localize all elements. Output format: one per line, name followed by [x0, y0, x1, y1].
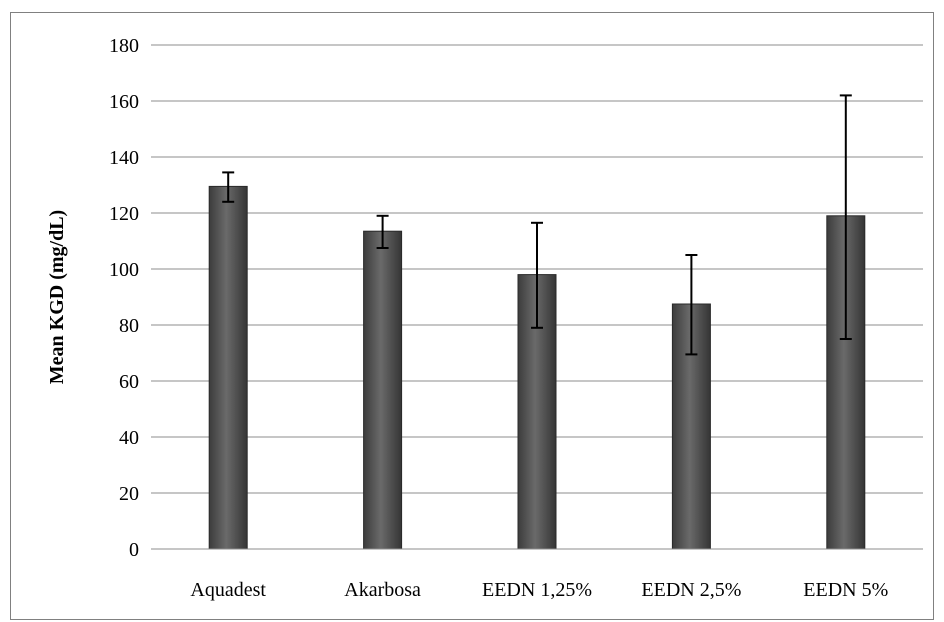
x-tick-label: EEDN 5% — [803, 579, 888, 601]
y-tick-label: 100 — [109, 259, 139, 281]
y-tick-label: 20 — [119, 483, 139, 505]
x-tick-label: Akarbosa — [344, 579, 421, 601]
y-tick-label: 60 — [119, 371, 139, 393]
chart-frame: 0 20 40 60 80 100 120 140 160 180 Aquadest Akarbos… — [10, 12, 934, 620]
bar-2 — [363, 230, 403, 550]
y-tick-label: 0 — [129, 539, 139, 561]
x-tick-label: EEDN 2,5% — [641, 579, 741, 601]
y-axis-title: Mean KGD (mg/dL) — [46, 210, 68, 384]
y-tick-label: 80 — [119, 315, 139, 337]
y-axis-tick-labels: 0 20 40 60 80 100 120 140 160 180 — [109, 35, 139, 561]
x-axis-tick-labels: Aquadest Akarbosa EEDN 1,25% EEDN 2,5% EEDN … — [190, 579, 888, 601]
bar-1 — [208, 185, 248, 550]
error-bar-2 — [376, 214, 389, 249]
bars — [208, 185, 866, 550]
bar-chart: 0 20 40 60 80 100 120 140 160 180 Aquadest Akarbos… — [46, 35, 923, 601]
x-tick-label: Aquadest — [190, 579, 266, 601]
error-bar-5 — [839, 94, 852, 340]
y-tick-label: 160 — [109, 91, 139, 113]
error-bars — [222, 94, 852, 356]
error-bar-3 — [531, 221, 543, 329]
x-tick-label: EEDN 1,25% — [482, 579, 592, 601]
y-tick-label: 140 — [109, 147, 139, 169]
error-bar-4 — [685, 254, 698, 356]
error-bar-1 — [222, 171, 235, 203]
y-tick-label: 40 — [119, 427, 139, 449]
y-tick-label: 120 — [109, 203, 139, 225]
y-tick-label: 180 — [109, 35, 139, 57]
